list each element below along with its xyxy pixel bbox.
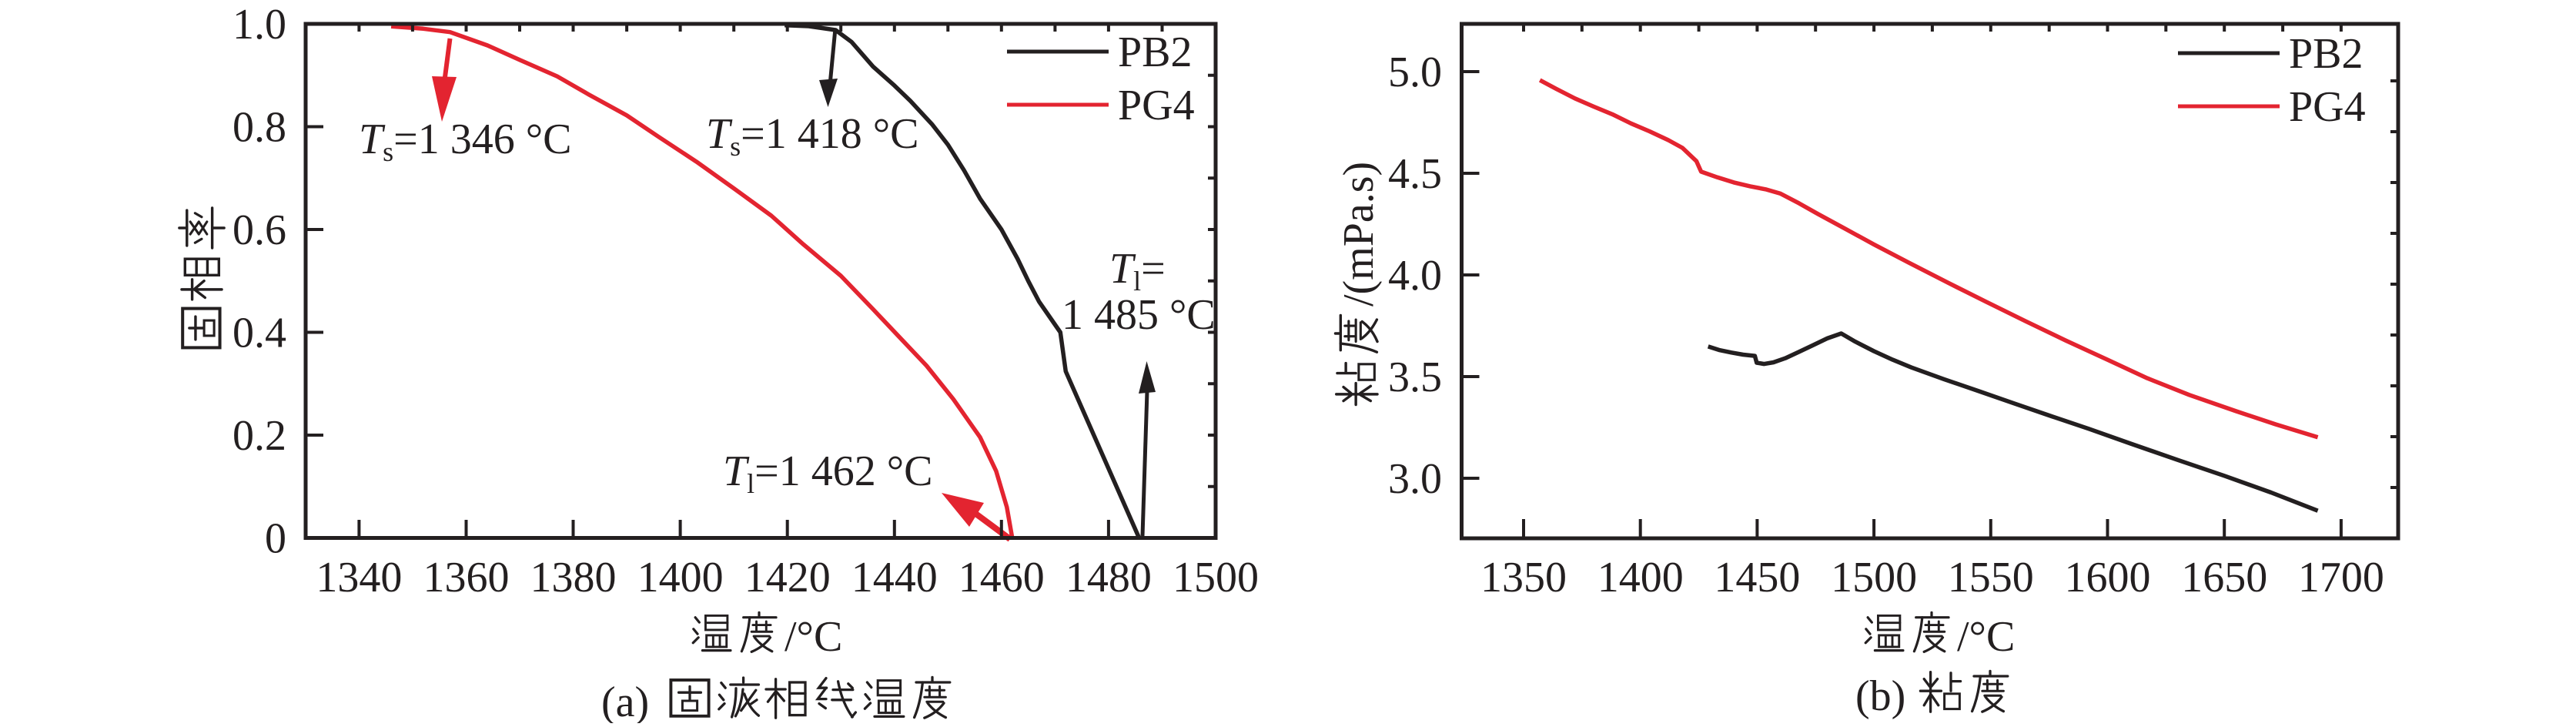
svg-text:1500: 1500 (1173, 554, 1259, 601)
svg-text:1400: 1400 (1597, 554, 1684, 601)
svg-text:1440: 1440 (851, 554, 938, 601)
svg-text:PB2: PB2 (1118, 28, 1193, 76)
svg-text:1350: 1350 (1480, 554, 1567, 601)
svg-text:0.6: 0.6 (233, 206, 286, 254)
svg-text:4.5: 4.5 (1388, 150, 1442, 198)
svg-text:Tl=: Tl= (1109, 245, 1166, 296)
svg-text:1650: 1650 (2181, 554, 2267, 601)
svg-text:PB2: PB2 (2289, 30, 2364, 78)
svg-text:(b): (b) (1855, 672, 1905, 720)
svg-text:3.5: 3.5 (1388, 353, 1442, 401)
svg-text:5.0: 5.0 (1388, 49, 1442, 96)
svg-text:1340: 1340 (316, 554, 402, 601)
svg-text:1700: 1700 (2298, 554, 2384, 601)
svg-text:1500: 1500 (1831, 554, 1917, 601)
svg-text:Ts=1 346 °C: Ts=1 346 °C (359, 116, 572, 167)
svg-text:PG4: PG4 (1118, 82, 1195, 129)
svg-text:1460: 1460 (958, 554, 1045, 601)
svg-text:1360: 1360 (423, 554, 510, 601)
svg-text:1550: 1550 (1948, 554, 2034, 601)
svg-text:1480: 1480 (1066, 554, 1152, 601)
svg-text:/°C: /°C (785, 613, 842, 661)
svg-text:1400: 1400 (637, 554, 724, 601)
svg-text:1380: 1380 (530, 554, 617, 601)
svg-text:0.4: 0.4 (233, 310, 286, 357)
svg-text:/°C: /°C (1957, 613, 2015, 661)
svg-text:0.2: 0.2 (233, 412, 286, 460)
svg-text:0.8: 0.8 (233, 104, 286, 152)
svg-text:Ts=1 418 °C: Ts=1 418 °C (706, 110, 919, 162)
svg-text:1420: 1420 (744, 554, 831, 601)
svg-text:1 485 °C: 1 485 °C (1062, 291, 1216, 339)
svg-text:PG4: PG4 (2289, 83, 2366, 131)
svg-text:4.0: 4.0 (1388, 252, 1442, 300)
svg-text:3.0: 3.0 (1388, 455, 1442, 503)
svg-text:(a): (a) (601, 678, 649, 723)
svg-text:1450: 1450 (1714, 554, 1800, 601)
svg-text:1.0: 1.0 (233, 1, 286, 49)
svg-text:/(mPa.s): /(mPa.s) (1335, 162, 1383, 307)
svg-text:Tl=1 462 °C: Tl=1 462 °C (723, 447, 933, 499)
svg-text:1600: 1600 (2065, 554, 2151, 601)
svg-text:0: 0 (265, 515, 286, 563)
